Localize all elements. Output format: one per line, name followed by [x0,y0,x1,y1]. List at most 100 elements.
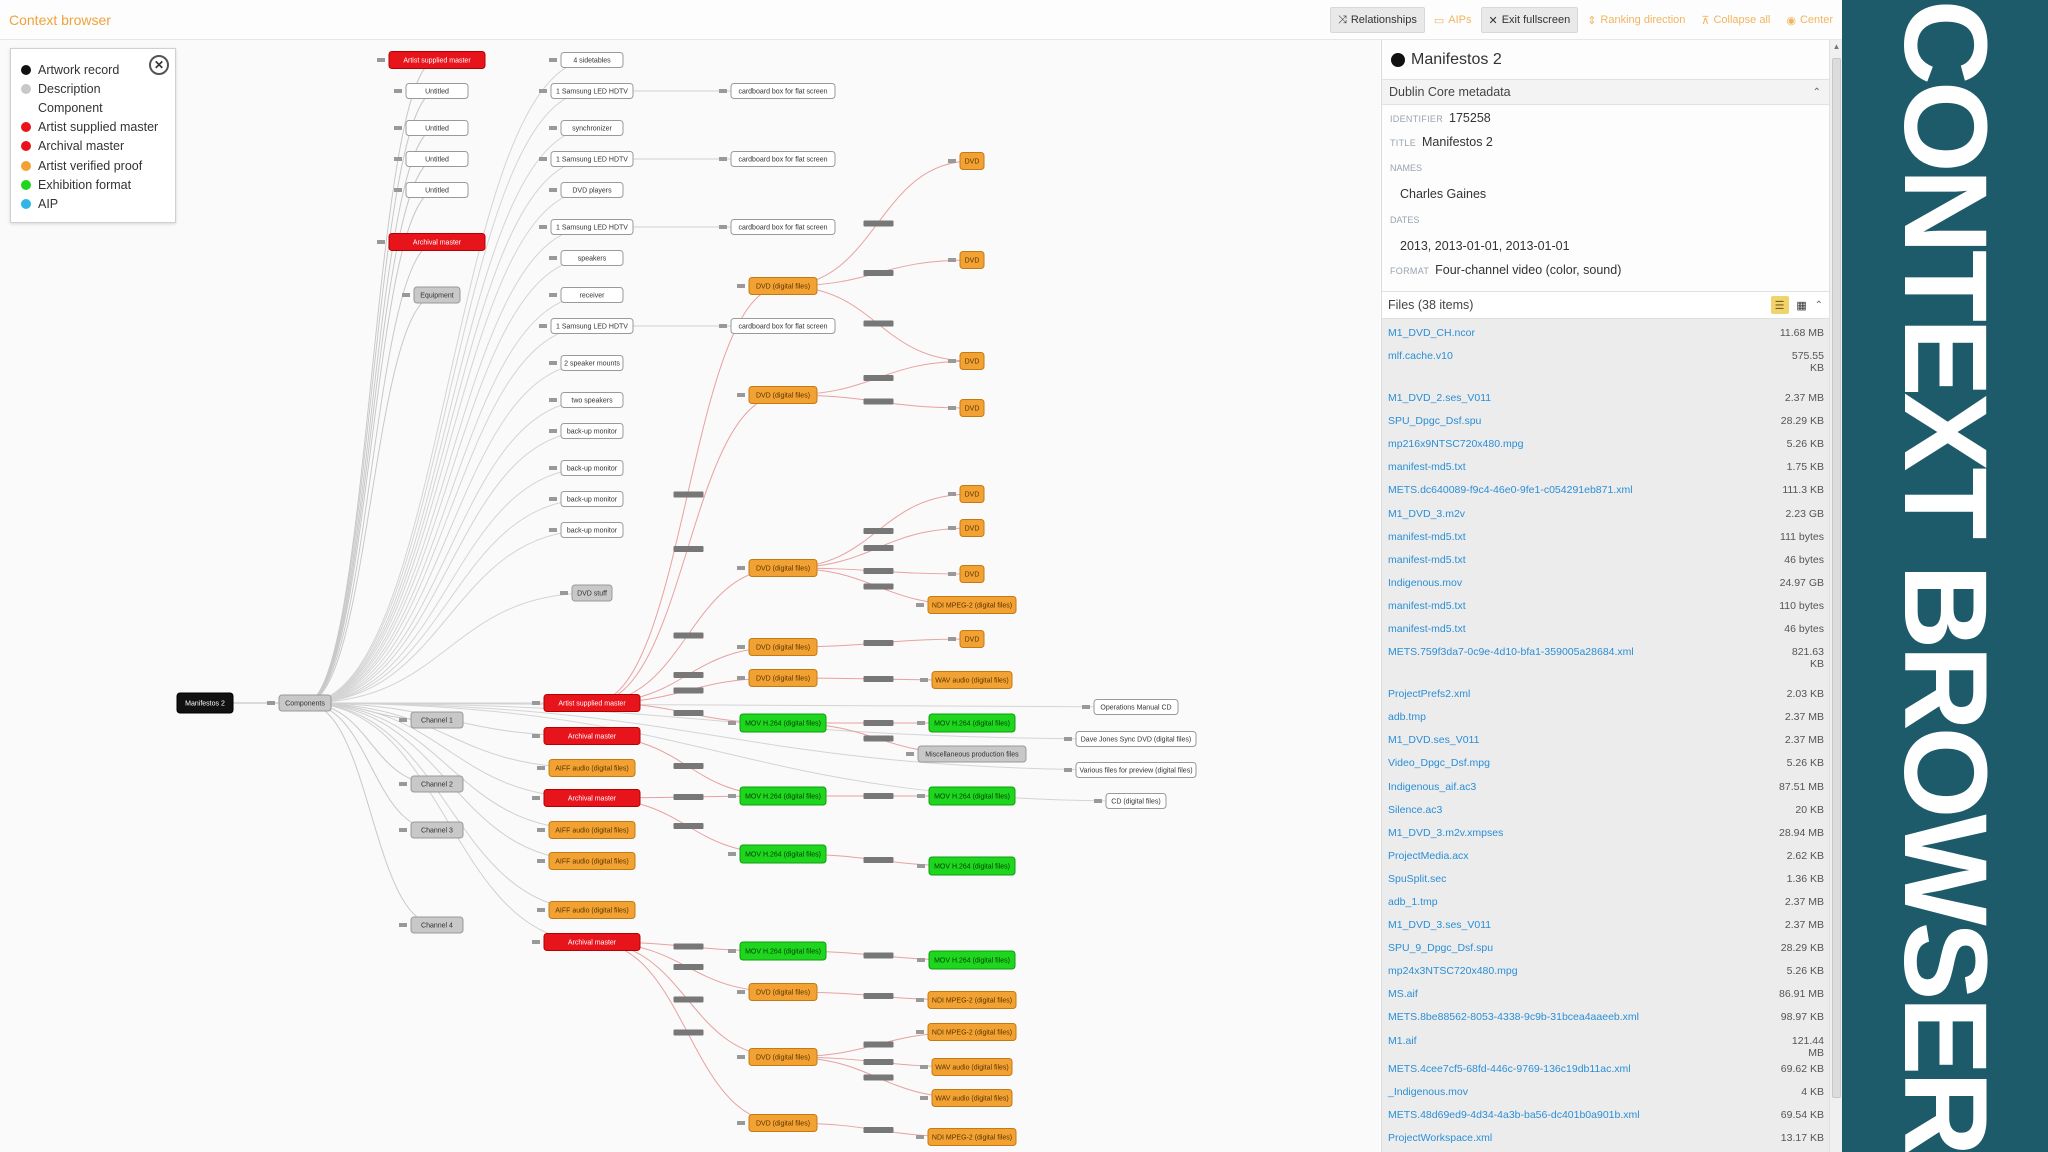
collapse-toggle-icon[interactable] [399,718,407,722]
collapse-toggle-icon[interactable] [549,398,557,402]
collapse-toggle-icon[interactable] [737,1121,745,1125]
graph-node-proof[interactable]: WAV audio (digital files) [920,1058,1013,1076]
collapse-toggle-icon[interactable] [719,157,727,161]
graph-node-exhibition[interactable]: MOV H.264 (digital files) [728,786,827,806]
file-name-link[interactable]: adb_1.tmp [1388,895,1438,908]
graph-node-proof[interactable]: AIFF audio (digital files) [537,759,636,777]
file-name-link[interactable]: Silence.ac3 [1388,803,1443,816]
graph-node-proof[interactable]: DVD (digital files) [737,1114,818,1132]
collapse-toggle-icon[interactable] [549,429,557,433]
collapse-toggle-icon[interactable] [549,528,557,532]
file-name-link[interactable]: M1.aif [1388,1034,1417,1047]
graph-node-component[interactable]: speakers [549,250,624,266]
exit-fullscreen-button[interactable]: ✕ Exit fullscreen [1480,7,1579,33]
graph-node-proof[interactable]: DVD [948,352,985,370]
graph-node-component[interactable]: cardboard box for flat screen [719,151,836,167]
graph-node-description[interactable]: Channel 3 [399,821,464,839]
chevron-up-icon[interactable]: ⌃ [1812,86,1821,98]
collapse-toggle-icon[interactable] [532,940,540,944]
collapse-toggle-icon[interactable] [916,998,924,1002]
graph-node-component[interactable]: Operations Manual CD [1082,699,1179,715]
graph-node-proof[interactable]: DVD (digital files) [737,983,818,1001]
file-name-link[interactable]: _Indigenous.mov [1388,1085,1468,1098]
graph-node-description[interactable]: Components [267,694,332,712]
collapse-toggle-icon[interactable] [719,89,727,93]
collapse-toggle-icon[interactable] [916,603,924,607]
graph-node-description[interactable]: Channel 1 [399,711,464,729]
graph-node-proof[interactable]: NDI MPEG-2 (digital files) [916,991,1017,1009]
files-section[interactable]: Files (38 items) ☰ ▦ ⌃ [1382,291,1829,319]
collapse-toggle-icon[interactable] [917,794,925,798]
graph-node-proof[interactable]: DVD [948,519,985,537]
collapse-toggle-icon[interactable] [399,828,407,832]
collapse-toggle-icon[interactable] [719,324,727,328]
collapse-toggle-icon[interactable] [1064,768,1072,772]
graph-node-component[interactable]: 4 sidetables [549,52,624,68]
graph-node-component[interactable]: Untitled [394,120,469,136]
grid-view-icon[interactable]: ▦ [1796,299,1807,312]
graph-node-proof[interactable]: NDI MPEG-2 (digital files) [916,1023,1017,1041]
file-name-link[interactable]: ProjectPrefs2.xml [1388,688,1471,701]
collapse-toggle-icon[interactable] [402,293,410,297]
graph-node-proof[interactable]: DVD [948,565,985,583]
collapse-toggle-icon[interactable] [948,406,956,410]
graph-node-proof[interactable]: NDI MPEG-2 (digital files) [916,596,1017,614]
file-name-link[interactable]: ProjectMedia.acx [1388,849,1469,862]
graph-node-proof[interactable]: NDI MPEG-2 (digital files) [916,1128,1017,1146]
relationships-button[interactable]: ⤨ Relationships [1330,7,1425,33]
collapse-toggle-icon[interactable] [549,497,557,501]
collapse-toggle-icon[interactable] [377,58,385,62]
file-name-link[interactable]: adb.tmp [1388,711,1426,724]
graph-node-component[interactable]: receiver [549,287,624,303]
graph-node-exhibition[interactable]: MOV H.264 (digital files) [917,713,1016,733]
collapse-toggle-icon[interactable] [737,284,745,288]
graph-node-master[interactable]: Archival master [532,789,641,807]
graph-node-artwork[interactable]: Manifestos 2 [176,692,234,714]
collapse-toggle-icon[interactable] [917,721,925,725]
graph-node-description[interactable]: Channel 2 [399,775,464,793]
graph-node-master[interactable]: Archival master [532,727,641,745]
graph-node-component[interactable]: 1 Samsung LED HDTV [539,219,634,235]
graph-node-component[interactable]: Dave Jones Sync DVD (digital files) [1064,731,1197,747]
graph-node-component[interactable]: 1 Samsung LED HDTV [539,83,634,99]
file-name-link[interactable]: manifest-md5.txt [1388,530,1466,543]
file-name-link[interactable]: manifest-md5.txt [1388,599,1466,612]
graph-node-component[interactable]: 1 Samsung LED HDTV [539,151,634,167]
collapse-toggle-icon[interactable] [917,864,925,868]
graph-node-component[interactable]: CD (digital files) [1094,793,1167,809]
graph-node-component[interactable]: Various files for preview (digital files… [1064,762,1197,778]
graph-node-exhibition[interactable]: MOV H.264 (digital files) [917,856,1016,876]
file-name-link[interactable]: manifest-md5.txt [1388,461,1466,474]
collapse-toggle-icon[interactable] [917,958,925,962]
graph-node-component[interactable]: back-up monitor [549,423,624,439]
collapse-toggle-icon[interactable] [549,293,557,297]
file-name-link[interactable]: Indigenous.mov [1388,576,1463,589]
graph-node-proof[interactable]: DVD (digital files) [737,669,818,687]
collapse-toggle-icon[interactable] [1064,737,1072,741]
graph-node-exhibition[interactable]: MOV H.264 (digital files) [917,786,1016,806]
collapse-toggle-icon[interactable] [537,908,545,912]
collapse-toggle-icon[interactable] [539,225,547,229]
collapse-toggle-icon[interactable] [920,1096,928,1100]
file-name-link[interactable]: M1_DVD_CH.ncor [1388,327,1475,339]
collapse-toggle-icon[interactable] [560,591,568,595]
graph-node-proof[interactable]: DVD [948,399,985,417]
collapse-toggle-icon[interactable] [537,859,545,863]
collapse-toggle-icon[interactable] [394,126,402,130]
graph-node-proof[interactable]: DVD (digital files) [737,638,818,656]
file-name-link[interactable]: METS.dc640089-f9c4-46e0-9fe1-c054291eb87… [1388,484,1633,497]
graph-node-proof[interactable]: AIFF audio (digital files) [537,821,636,839]
center-button[interactable]: ◉ Center [1779,7,1840,33]
graph-node-proof[interactable]: DVD [948,485,985,503]
collapse-toggle-icon[interactable] [399,923,407,927]
graph-node-description[interactable]: Miscellaneous production files [906,745,1027,763]
collapse-toggle-icon[interactable] [394,157,402,161]
collapse-toggle-icon[interactable] [1094,799,1102,803]
collapse-toggle-icon[interactable] [948,258,956,262]
collapse-toggle-icon[interactable] [549,188,557,192]
collapse-toggle-icon[interactable] [948,526,956,530]
collapse-toggle-icon[interactable] [728,721,736,725]
chevron-up-icon[interactable]: ⌃ [1814,299,1823,311]
graph-node-component[interactable]: cardboard box for flat screen [719,219,836,235]
file-name-link[interactable]: Indigenous_aif.ac3 [1388,780,1477,793]
